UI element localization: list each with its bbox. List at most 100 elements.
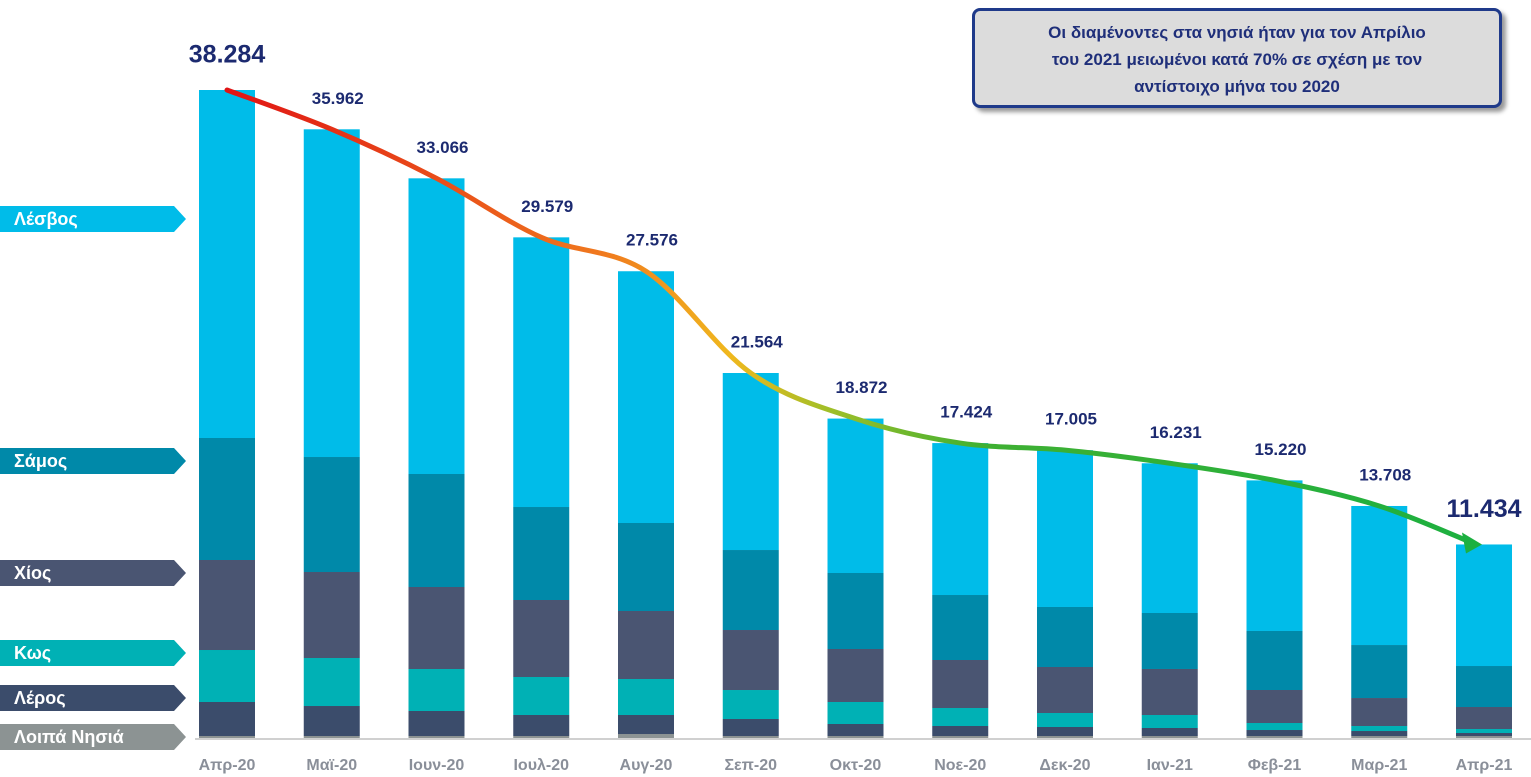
annotation-line: αντίστοιχο μήνα του 2020 [1134,77,1340,96]
bar-segment [722,690,779,720]
bar-segment [408,178,465,475]
bar-segment [199,736,255,738]
x-tick-label: Μαϊ-20 [306,757,357,774]
bar-segment [1037,450,1093,607]
x-tick-label: Νοε-20 [934,757,986,774]
total-label: 29.579 [521,197,573,216]
x-tick-label: Απρ-21 [1456,757,1513,774]
bar-segment [199,560,255,651]
bar-segment [932,725,989,737]
bar-segment [932,736,989,738]
bar-segment [1141,727,1198,737]
total-label: 27.576 [626,231,678,250]
bar-segment [513,676,570,715]
bar-segment [199,90,255,439]
bar-segment [1456,733,1512,737]
x-tick-label: Οκτ-20 [830,757,882,774]
annotation-box: Οι διαμένοντες στα νησιά ήταν για τον Απ… [972,8,1502,108]
bar-segment [1037,726,1093,737]
total-label: 21.564 [731,332,784,351]
bar-segment [1351,698,1408,727]
bar-segment [1456,729,1512,734]
total-label: 33.066 [417,138,469,157]
trend-arrowhead [1462,532,1482,554]
bar-segment [408,669,465,712]
bar-segment [1141,736,1198,738]
legend-label: Σάμος [14,451,67,471]
bar-segment [1246,723,1303,731]
bar-segment [722,550,779,631]
total-label: 16.231 [1150,423,1202,442]
legend-label: Λοιπά Νησιά [14,727,124,747]
total-label: 15.220 [1255,440,1307,459]
bar-segment [1246,630,1303,690]
bar-segment [513,736,570,738]
bar-segment [513,507,570,601]
bar-segment [1456,666,1512,708]
x-tick-label: Αυγ-20 [620,757,673,774]
legend-swatch [0,685,186,711]
bar-segment [932,443,989,596]
x-tick-label: Σεπ-20 [724,757,777,774]
legend-swatch [0,640,186,666]
total-label: 38.284 [189,41,266,69]
x-tick-label: Ιουλ-20 [513,757,569,774]
legend-swatch [0,560,186,586]
bar-segment [1246,730,1303,737]
bar-segment [1246,736,1303,738]
bar-segment [1351,726,1408,732]
total-label: 18.872 [836,378,888,397]
bar-segment [408,474,465,588]
bar-segment [1351,736,1408,738]
annotation-line: Οι διαμένοντες στα νησιά ήταν για τον Απ… [1048,23,1426,42]
bar-segment [199,438,255,561]
bar-segment [827,724,884,737]
bar-segment [827,736,884,738]
bar-segment [1351,645,1408,699]
bar-segment [1246,480,1303,631]
legend-label: Κως [14,643,51,663]
bar-segment [618,734,674,738]
bar-segment [303,129,360,458]
legend-swatch [0,724,186,750]
bar-segment [199,701,255,737]
total-label: 13.708 [1359,465,1411,484]
bar-segment [722,630,779,691]
legend-label: Λέσβος [14,209,78,229]
bar-segment [303,736,360,738]
trend-line [224,87,1479,547]
bar-segment [513,237,570,508]
bar-segment [932,595,989,661]
bar-segment [303,706,360,737]
total-label: 17.424 [940,403,993,422]
bar-segment [722,719,779,737]
legend-label: Χίος [14,563,51,583]
x-tick-label: Ιαν-21 [1147,757,1193,774]
x-tick-label: Μαρ-21 [1351,757,1407,774]
bar-segment [932,660,989,709]
bar-segment [932,708,989,726]
bar-segment [408,736,465,738]
bar-segment [827,573,884,650]
x-tick-label: Φεβ-21 [1248,757,1302,774]
bar-segment [303,658,360,707]
bar-segment [1246,689,1303,724]
bar-segment [1141,668,1198,715]
legend-swatch [0,448,186,474]
bar-segment [408,711,465,737]
x-tick-label: Απρ-20 [199,757,256,774]
bar-segment [827,701,884,725]
annotation-line: του 2021 μειωμένοι κατά 70% σε σχέση με … [1051,50,1423,69]
bar-segment [618,611,674,679]
legend-label: Λέρος [14,688,66,708]
bar-segment [722,736,779,738]
bar-segment [303,572,360,659]
bar-segment [1456,736,1512,738]
bar-segment [618,714,674,735]
bar-segment [1037,666,1093,714]
bar-segment [1456,544,1512,667]
bar-segment [618,271,674,524]
bar-segment [513,714,570,737]
bar-segment [1037,736,1093,738]
